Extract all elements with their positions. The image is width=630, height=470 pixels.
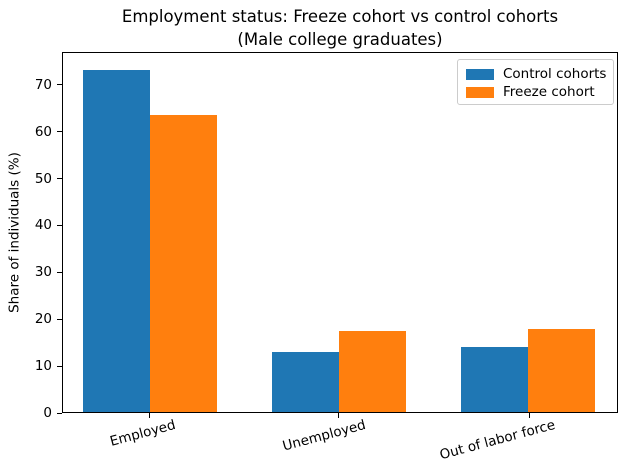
y-tick-label: 10: [34, 358, 52, 375]
bar-freeze-cohort-employed: [149, 115, 217, 412]
bar-freeze-cohort-unemployed: [339, 331, 406, 412]
legend-label: Control cohorts: [503, 66, 607, 82]
y-tick-mark: [57, 365, 62, 367]
y-tick-mark: [57, 224, 62, 226]
y-tick-mark: [57, 84, 62, 86]
legend: Control cohorts Freeze cohort: [457, 59, 614, 105]
legend-swatch-freeze-cohort: [466, 86, 494, 98]
legend-item: Control cohorts: [466, 65, 607, 83]
chart-subtitle: (Male college graduates): [237, 30, 443, 49]
chart-title: Employment status: Freeze cohort vs cont…: [121, 7, 559, 26]
bar-control-cohorts-unemployed: [272, 352, 339, 412]
x-tick-mark: [338, 413, 340, 418]
legend-item: Freeze cohort: [466, 83, 605, 101]
y-tick-mark: [57, 178, 62, 180]
legend-label: Freeze cohort: [503, 84, 595, 100]
y-tick-mark: [57, 271, 62, 273]
bar-control-cohorts-employed: [82, 70, 150, 412]
y-tick-label: 40: [34, 217, 52, 234]
x-tick-label: Unemployed: [280, 417, 368, 455]
x-tick-mark: [528, 413, 530, 418]
x-tick-label: Employed: [108, 417, 178, 450]
y-tick-mark: [57, 318, 62, 320]
x-tick-label: Out of labor force: [438, 417, 558, 464]
y-tick-label: 20: [34, 311, 52, 328]
y-tick-label: 30: [34, 264, 52, 281]
bar-freeze-cohort-out-of-labor-force: [528, 328, 596, 412]
y-tick-label: 50: [34, 170, 52, 187]
y-tick-label: 60: [34, 123, 52, 140]
y-tick-mark: [57, 131, 62, 133]
legend-swatch-control-cohorts: [466, 68, 494, 80]
plot-area: [62, 52, 618, 413]
y-tick-mark: [57, 412, 62, 414]
y-tick-label: 0: [43, 405, 52, 421]
x-tick-mark: [148, 413, 150, 418]
y-tick-label: 70: [34, 76, 52, 93]
bar-control-cohorts-out-of-labor-force: [461, 346, 529, 412]
